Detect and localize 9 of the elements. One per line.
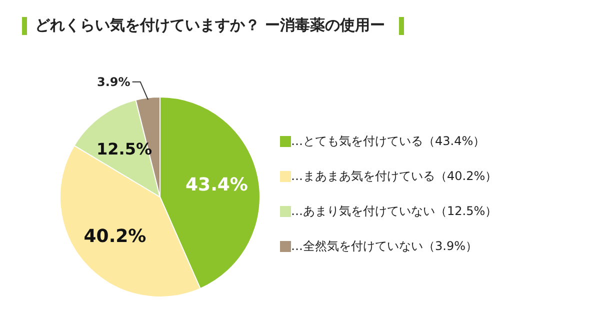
data-label: 3.9% xyxy=(97,74,130,89)
data-label: 43.4% xyxy=(186,174,248,196)
data-label: 40.2% xyxy=(84,226,146,248)
data-label: 12.5% xyxy=(96,139,152,158)
legend-label: …あまり気を付けていない（12.5%） xyxy=(291,203,498,220)
legend-label: …とても気を付けている（43.4%） xyxy=(291,133,486,150)
legend-label: …全然気を付けていない（3.9%） xyxy=(291,238,478,255)
chart-title: どれくらい気を付けていますか？ ー消毒薬の使用ー xyxy=(35,16,386,35)
legend-label: …まあまあ気を付けている（40.2%） xyxy=(291,168,498,185)
